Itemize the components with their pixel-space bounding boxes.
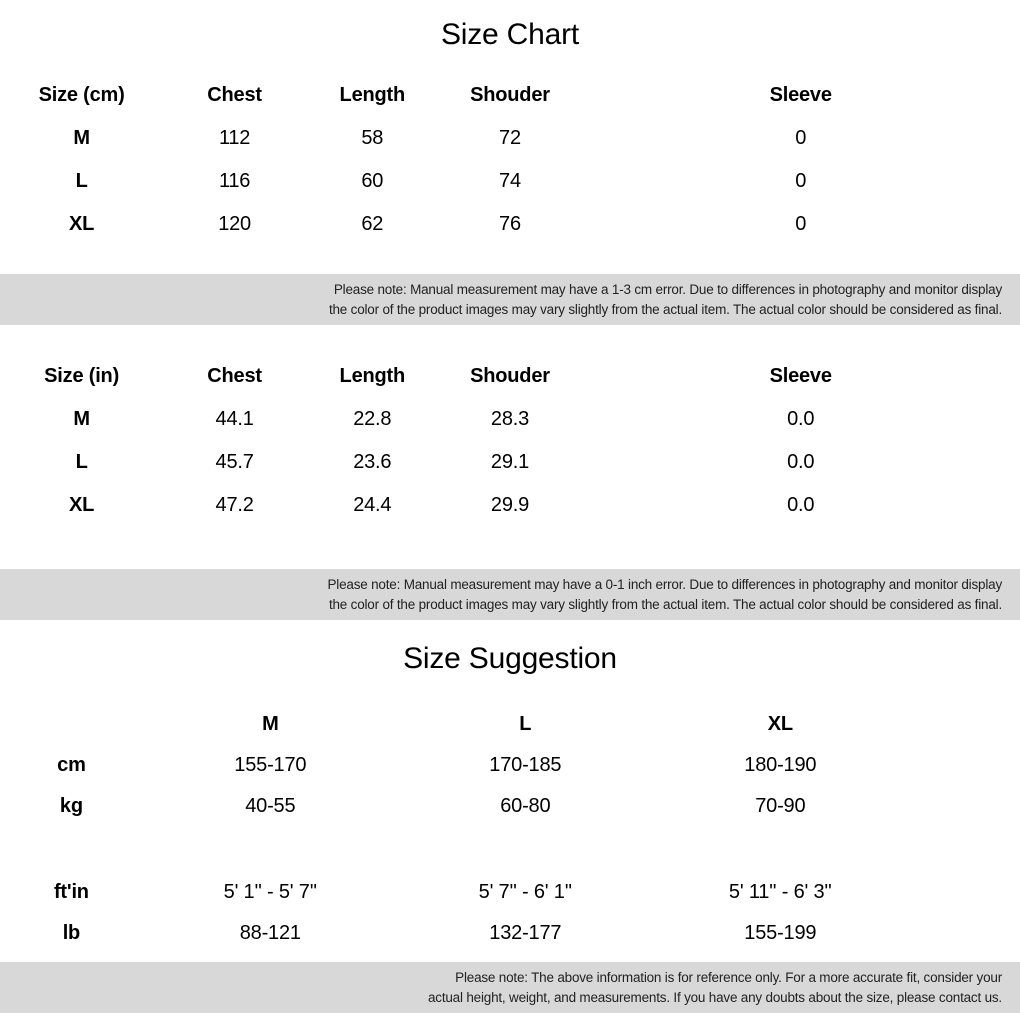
note-line: the color of the product images may vary… <box>18 595 1002 615</box>
cell-shoulder: 72 <box>439 117 582 160</box>
header-shoulder: Shouder <box>439 74 582 117</box>
header-shoulder: Shouder <box>439 355 582 398</box>
cell-chest: 120 <box>163 203 306 246</box>
header-m: M <box>143 704 398 745</box>
cell-shoulder: 28.3 <box>439 398 582 441</box>
cell-unit: ft'in <box>0 872 143 913</box>
note-line: Please note: The above information is fo… <box>18 968 1002 988</box>
header-size: Size (cm) <box>0 74 163 117</box>
cell-size: L <box>0 160 163 203</box>
header-size: Size (in) <box>0 355 163 398</box>
note-band-cm: Please note: Manual measurement may have… <box>0 274 1020 325</box>
cell-length: 60 <box>306 160 439 203</box>
spacer-row <box>0 827 1020 872</box>
size-chart-title: Size Chart <box>0 0 1020 62</box>
cell-val: 88-121 <box>143 913 398 954</box>
note-line: Please note: Manual measurement may have… <box>18 280 1002 300</box>
note-band-suggestion: Please note: The above information is fo… <box>0 962 1020 1013</box>
header-length: Length <box>306 355 439 398</box>
cell-shoulder: 74 <box>439 160 582 203</box>
table-row: M 44.1 22.8 28.3 0.0 <box>0 398 1020 441</box>
cell-shoulder: 76 <box>439 203 582 246</box>
cell-val: 60-80 <box>398 786 653 827</box>
cell-val: 5' 7'' - 6' 1'' <box>398 872 653 913</box>
header-l: L <box>398 704 653 745</box>
cell-sleeve: 0.0 <box>581 484 1020 527</box>
cell-val: 5' 11'' - 6' 3'' <box>653 872 908 913</box>
cell-chest: 116 <box>163 160 306 203</box>
cell-size: XL <box>0 484 163 527</box>
table-header-row: Size (in) Chest Length Shouder Sleeve <box>0 355 1020 398</box>
size-table-cm: Size (cm) Chest Length Shouder Sleeve M … <box>0 74 1020 246</box>
header-blank <box>0 704 143 745</box>
cell-chest: 47.2 <box>163 484 306 527</box>
cell-sleeve: 0 <box>581 160 1020 203</box>
table-row: cm 155-170 170-185 180-190 <box>0 745 1020 786</box>
cell-length: 24.4 <box>306 484 439 527</box>
cell-val: 180-190 <box>653 745 908 786</box>
cell-size: XL <box>0 203 163 246</box>
header-sleeve: Sleeve <box>581 74 1020 117</box>
cell-val: 5' 1'' - 5' 7'' <box>143 872 398 913</box>
table-row: M 112 58 72 0 <box>0 117 1020 160</box>
note-band-in: Please note: Manual measurement may have… <box>0 569 1020 620</box>
header-length: Length <box>306 74 439 117</box>
size-suggestion-table: M L XL cm 155-170 170-185 180-190 kg 40-… <box>0 704 1020 954</box>
cell-size: M <box>0 117 163 160</box>
cell-unit: cm <box>0 745 143 786</box>
cell-sleeve: 0.0 <box>581 441 1020 484</box>
size-suggestion-title: Size Suggestion <box>0 620 1020 686</box>
cell-length: 58 <box>306 117 439 160</box>
note-line: the color of the product images may vary… <box>18 300 1002 320</box>
cell-sleeve: 0 <box>581 203 1020 246</box>
header-sleeve: Sleeve <box>581 355 1020 398</box>
cell-length: 22.8 <box>306 398 439 441</box>
cell-length: 23.6 <box>306 441 439 484</box>
table-row: lb 88-121 132-177 155-199 <box>0 913 1020 954</box>
size-table-in: Size (in) Chest Length Shouder Sleeve M … <box>0 355 1020 527</box>
header-xl: XL <box>653 704 908 745</box>
cell-chest: 45.7 <box>163 441 306 484</box>
cell-sleeve: 0 <box>581 117 1020 160</box>
cell-chest: 112 <box>163 117 306 160</box>
table-header-row: Size (cm) Chest Length Shouder Sleeve <box>0 74 1020 117</box>
table-row: L 116 60 74 0 <box>0 160 1020 203</box>
table-row: ft'in 5' 1'' - 5' 7'' 5' 7'' - 6' 1'' 5'… <box>0 872 1020 913</box>
header-pad <box>908 704 1020 745</box>
cell-val: 155-170 <box>143 745 398 786</box>
cell-sleeve: 0.0 <box>581 398 1020 441</box>
header-chest: Chest <box>163 74 306 117</box>
cell-chest: 44.1 <box>163 398 306 441</box>
cell-size: L <box>0 441 163 484</box>
note-line: Please note: Manual measurement may have… <box>18 575 1002 595</box>
cell-val: 170-185 <box>398 745 653 786</box>
cell-length: 62 <box>306 203 439 246</box>
cell-unit: kg <box>0 786 143 827</box>
cell-val: 70-90 <box>653 786 908 827</box>
note-line: actual height, weight, and measurements.… <box>18 988 1002 1008</box>
cell-size: M <box>0 398 163 441</box>
table-row: kg 40-55 60-80 70-90 <box>0 786 1020 827</box>
header-chest: Chest <box>163 355 306 398</box>
cell-val: 132-177 <box>398 913 653 954</box>
cell-shoulder: 29.1 <box>439 441 582 484</box>
table-row: L 45.7 23.6 29.1 0.0 <box>0 441 1020 484</box>
table-row: XL 120 62 76 0 <box>0 203 1020 246</box>
table-header-row: M L XL <box>0 704 1020 745</box>
cell-shoulder: 29.9 <box>439 484 582 527</box>
cell-val: 40-55 <box>143 786 398 827</box>
cell-unit: lb <box>0 913 143 954</box>
table-row: XL 47.2 24.4 29.9 0.0 <box>0 484 1020 527</box>
cell-val: 155-199 <box>653 913 908 954</box>
